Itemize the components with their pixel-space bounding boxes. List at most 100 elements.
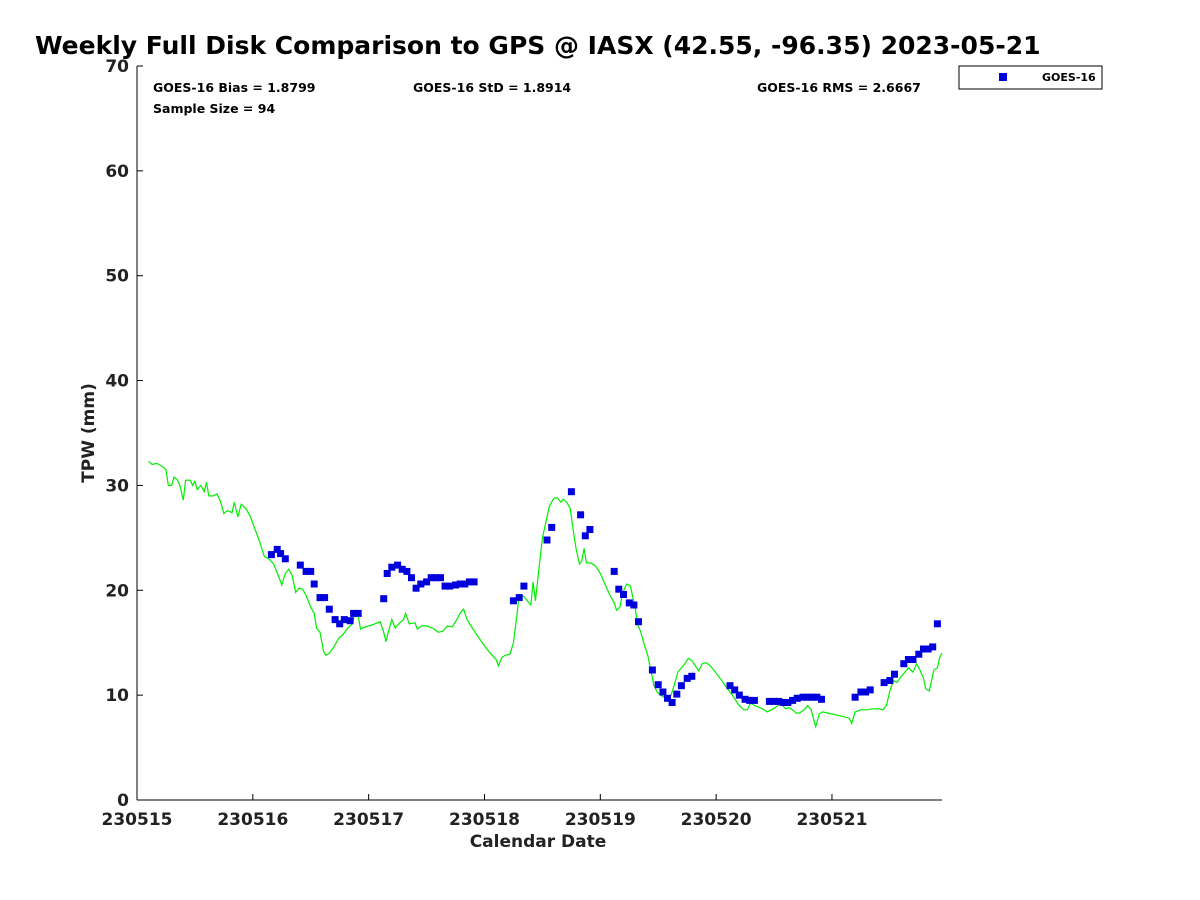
goes16-data-point [630, 601, 638, 609]
x-axis-label: Calendar Date [470, 832, 607, 852]
y-tick-label: 30 [105, 476, 129, 496]
goes16-data-point [331, 616, 339, 624]
goes16-data-point [915, 650, 923, 658]
goes16-data-point [793, 694, 801, 702]
goes16-data-point [813, 693, 821, 701]
x-tick-label: 230519 [565, 810, 636, 830]
goes16-data-point [470, 578, 478, 586]
goes16-data-point [520, 582, 528, 590]
goes16-data-point [456, 580, 464, 588]
goes16-data-point [346, 617, 354, 625]
goes16-data-point [388, 563, 396, 571]
axes [136, 66, 942, 801]
x-ticks: 230515 230516 230517 230518 230519 230520 2305… [102, 794, 867, 830]
goes16-data-point [683, 674, 691, 682]
goes16-data-point [808, 693, 816, 701]
goes16-data-point [441, 582, 449, 590]
goes16-data-point [427, 574, 435, 582]
goes16-data-point [577, 511, 585, 519]
goes16-data-point [688, 672, 696, 680]
legend-box [958, 65, 1103, 90]
goes16-data-point [383, 570, 391, 577]
goes16-data-point [731, 686, 739, 694]
goes16-data-point [340, 616, 348, 624]
goes16-data-point [581, 532, 589, 540]
goes16-data-point [321, 594, 329, 602]
goes16-data-point [648, 666, 656, 674]
goes16-data-point [909, 656, 917, 663]
goes16-data-point [615, 585, 623, 593]
goes16-data-point [307, 567, 315, 575]
goes16-data-point [548, 523, 556, 531]
goes16-data-point [302, 567, 310, 575]
x-tick-label: 230516 [217, 810, 288, 830]
x-tick-label: 230520 [681, 810, 752, 830]
goes16-data-point [515, 594, 523, 602]
goes16-data-point [446, 582, 454, 590]
goes16-data-point [635, 618, 642, 626]
goes16-data-point [904, 656, 912, 663]
goes16-data-point [380, 595, 388, 603]
goes16-data-point [654, 681, 662, 689]
goes16-data-point [799, 693, 807, 701]
goes16-data-point [310, 580, 318, 588]
goes16-data-point [924, 645, 932, 653]
goes16-data-point [408, 574, 415, 582]
goes16-data-point [664, 694, 671, 702]
goes16-data-point [929, 643, 937, 651]
goes16-data-point [891, 670, 898, 678]
goes16-data-point [789, 696, 797, 704]
goes16-data-point [818, 695, 825, 703]
goes16-data-point [659, 688, 667, 696]
legend-marker [999, 73, 1007, 81]
goes16-data-point [784, 699, 792, 706]
goes16-data-point [857, 688, 865, 696]
goes16-data-point [586, 526, 594, 533]
goes16-data-point [452, 581, 459, 589]
goes16-data-point [296, 561, 304, 569]
goes16-data-point [316, 594, 324, 602]
goes16-data-point [325, 605, 333, 613]
goes16-data-point [277, 550, 285, 558]
goes16-data-point [735, 691, 743, 699]
goes16-data-point [610, 567, 618, 575]
chart-title: Weekly Full Disk Comparison to GPS @ IAS… [35, 31, 1041, 60]
goes16-data-point [620, 591, 627, 598]
plot-background [137, 66, 942, 800]
y-ticks: 0 10 20 30 40 50 60 70 [105, 57, 143, 811]
goes16-data-point [765, 697, 773, 705]
goes16-data-point [432, 574, 440, 582]
y-axis-label: TPW (mm) [79, 383, 99, 483]
goes16-data-point [866, 686, 874, 694]
x-tick-label: 230521 [796, 810, 867, 830]
goes16-data-point [625, 599, 633, 607]
y-tick-label: 50 [105, 267, 129, 287]
goes16-data-point [779, 699, 787, 706]
goes16-data-point [543, 536, 551, 544]
goes16-data-point [461, 580, 469, 588]
rms-stat: GOES-16 RMS = 2.6667 [757, 80, 921, 95]
x-tick-label: 230515 [102, 810, 173, 830]
std-stat: GOES-16 StD = 1.8914 [413, 80, 571, 95]
goes16-data-point [423, 578, 431, 586]
goes16-data-point [726, 682, 734, 690]
goes16-data-point [900, 660, 908, 668]
goes16-data-point [281, 555, 289, 563]
goes16-data-point [741, 695, 749, 703]
goes16-data-point [668, 699, 676, 706]
goes16-data-point [417, 580, 425, 588]
goes16-data-point [336, 620, 344, 628]
y-tick-label: 20 [105, 581, 129, 601]
goes16-data-point [354, 609, 362, 617]
bias-stat: GOES-16 Bias = 1.8799 [153, 80, 315, 95]
legend-label: GOES-16 [1042, 71, 1096, 84]
goes16-data-point [880, 679, 888, 687]
goes16-data-point [933, 620, 941, 628]
goes16-data-point [437, 574, 444, 582]
goes16-data-point [398, 565, 406, 573]
goes16-data-point [267, 551, 275, 559]
goes16-data-point [350, 609, 358, 617]
goes16-data-point [465, 578, 473, 586]
goes-marker-layer [267, 488, 941, 706]
